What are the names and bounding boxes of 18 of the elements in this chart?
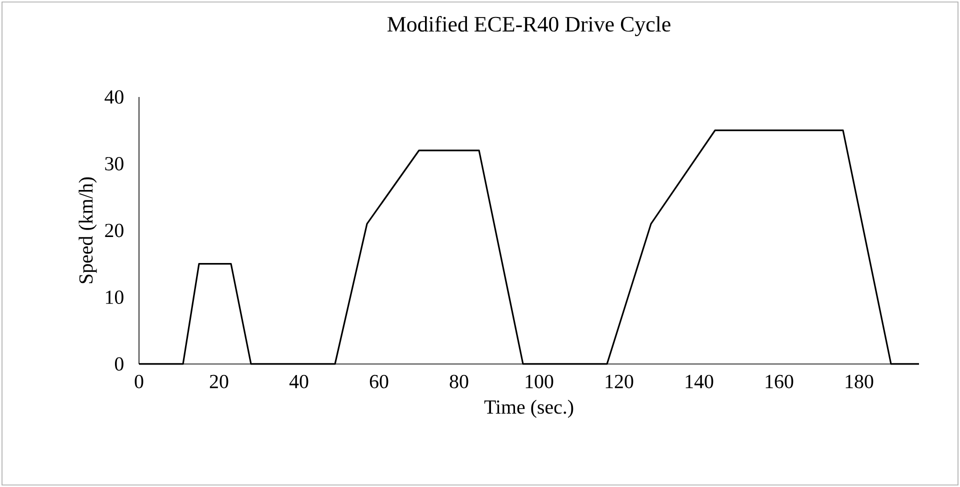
y-tick-label: 30 xyxy=(105,157,124,170)
x-tick-label: 160 xyxy=(766,374,794,388)
x-axis-title: Time (sec.) xyxy=(484,400,574,418)
x-tick-label: 0 xyxy=(134,374,144,388)
y-tick-label: 20 xyxy=(105,224,124,238)
x-tick-label: 20 xyxy=(210,374,228,388)
x-tick-label: 80 xyxy=(450,374,468,388)
x-tick-label: 100 xyxy=(526,374,554,388)
x-tick-label: 140 xyxy=(686,374,714,388)
y-tick-label: 0 xyxy=(114,357,124,371)
y-axis-title: Speed (km/h) xyxy=(78,177,97,284)
y-tick-label: 10 xyxy=(106,290,124,304)
x-tick-label: 120 xyxy=(606,374,634,388)
x-tick-label: 180 xyxy=(846,374,874,388)
y-tick-label: 40 xyxy=(104,90,124,104)
x-tick-label: 40 xyxy=(289,374,308,388)
chart-title: Modified ECE-R40 Drive Cycle xyxy=(388,16,670,36)
x-tick-label: 60 xyxy=(370,374,388,388)
